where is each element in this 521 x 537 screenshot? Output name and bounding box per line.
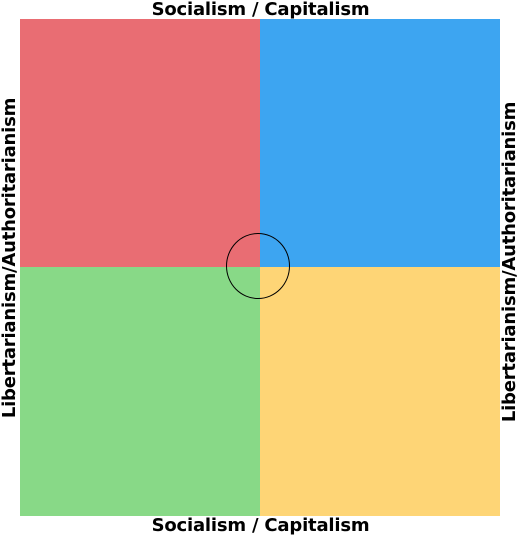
bottom-axis-label: Socialism / Capitalism [151,515,370,536]
left-axis-label: Libertarianism/Authoritarianism [0,97,20,419]
quadrant-top-right [260,19,500,267]
top-axis-label: Socialism / Capitalism [151,0,370,20]
quadrant-top-left [20,19,260,267]
center-marker-circle [226,233,290,299]
quadrant-bottom-right [260,267,500,516]
quadrant-bottom-left [20,267,260,516]
right-axis-label: Libertarianism/Authoritarianism [499,101,520,423]
